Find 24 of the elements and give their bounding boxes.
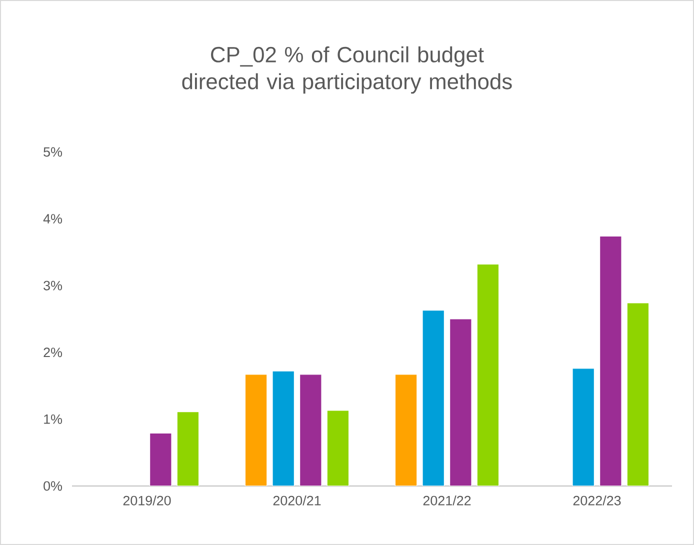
bar (450, 318, 472, 486)
y-tick-label: 1% (44, 414, 62, 424)
bar (422, 310, 445, 486)
bar (150, 432, 172, 486)
bar (572, 368, 595, 486)
chart-title: CP_02 % of Council budget directed via participatory methods (182, 46, 512, 94)
bar (476, 264, 500, 486)
y-tick-label: 2% (44, 348, 62, 358)
y-tick-label: 3% (44, 280, 62, 290)
y-tick-label: 4% (43, 214, 62, 224)
bar (244, 374, 268, 486)
y-tick-label: 0% (44, 481, 62, 491)
bar (600, 236, 622, 486)
bar (326, 410, 350, 486)
bar (394, 374, 418, 486)
y-tick-label: 5% (44, 147, 62, 157)
bar (300, 374, 322, 486)
x-tick-label: 2021/22 (423, 496, 471, 506)
x-tick-label: 2022/23 (573, 496, 621, 506)
x-tick-label: 2020/21 (273, 496, 321, 506)
x-tick-label: 2019/20 (123, 496, 171, 506)
bar (626, 302, 650, 486)
bar (176, 412, 200, 486)
bar (272, 370, 295, 486)
